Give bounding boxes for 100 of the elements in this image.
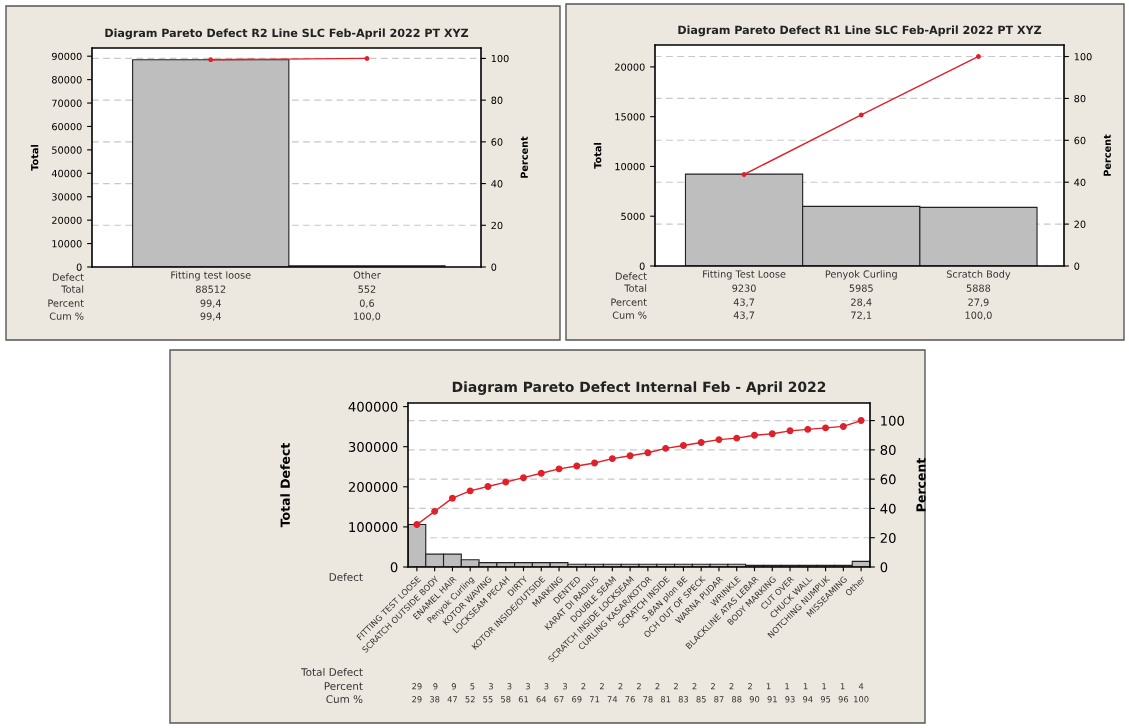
y2-tick-label: 0 bbox=[491, 263, 497, 271]
text: 2 bbox=[692, 683, 697, 690]
y2-axis-title: Percent bbox=[1103, 134, 1111, 176]
text: 1 bbox=[840, 683, 845, 690]
text: 2 bbox=[655, 683, 660, 690]
text: 2 bbox=[599, 683, 604, 690]
y2-tick-label: 100 bbox=[491, 54, 509, 63]
y2-tick-label: 80 bbox=[1074, 94, 1086, 103]
y2-tick-label: 40 bbox=[491, 180, 503, 188]
data-label: 67 bbox=[554, 696, 564, 703]
text: Total bbox=[61, 285, 84, 293]
data-label: 47 bbox=[447, 696, 458, 703]
text: 28,4 bbox=[851, 298, 872, 307]
y-axis-title: Total bbox=[593, 143, 602, 169]
text: 2 bbox=[673, 683, 678, 690]
y-tick-label: 40000 bbox=[51, 169, 82, 178]
y2-tick-label: 40 bbox=[880, 503, 896, 514]
y2-tick-label: 60 bbox=[880, 474, 896, 485]
y2-tick-label: 0 bbox=[1074, 262, 1080, 270]
y2-tick-label: 40 bbox=[1074, 178, 1086, 187]
data-label: 94 bbox=[803, 696, 813, 703]
y-tick-label: 10000 bbox=[615, 162, 645, 171]
y-tick-label: 90000 bbox=[51, 52, 82, 61]
data-label: 87 bbox=[714, 696, 724, 703]
x-tick-label: Scratch Body bbox=[946, 270, 1011, 280]
data-label: 55 bbox=[483, 696, 493, 703]
text: 3 bbox=[544, 683, 549, 690]
y2-axis-title: Percent bbox=[520, 136, 528, 178]
data-label: 78 bbox=[643, 696, 653, 703]
y2-tick-label: 100 bbox=[1074, 53, 1092, 61]
data-label: 58 bbox=[501, 696, 511, 703]
y-axis-title: Total Defect bbox=[280, 442, 290, 528]
text: 2 bbox=[636, 683, 641, 690]
y2-tick-label: 20 bbox=[1074, 220, 1086, 228]
x-tick-label: Fitting test loose bbox=[171, 271, 251, 281]
x-axis-title: Defect bbox=[615, 272, 647, 280]
data-label: 5985 bbox=[849, 284, 873, 292]
text: Cum % bbox=[49, 312, 84, 320]
data-label: 64 bbox=[536, 696, 547, 703]
data-label: 5888 bbox=[966, 284, 991, 292]
y2-tick-label: 60 bbox=[491, 138, 503, 146]
text: 5 bbox=[470, 683, 475, 690]
text: 2 bbox=[618, 683, 623, 690]
y-tick-label: 20000 bbox=[615, 63, 645, 71]
x-tick-label: Fitting Test Loose bbox=[703, 270, 786, 280]
data-label: 96 bbox=[838, 696, 849, 703]
y-tick-label: 0 bbox=[390, 562, 398, 573]
data-label: 99,4 bbox=[200, 312, 222, 321]
y-tick-label: 15000 bbox=[615, 113, 645, 121]
text: Total bbox=[624, 284, 647, 292]
y-tick-label: 70000 bbox=[52, 99, 82, 107]
y2-tick-label: 20 bbox=[880, 532, 896, 543]
data-label: 100,0 bbox=[965, 311, 992, 320]
data-label: 91 bbox=[767, 696, 777, 703]
x-axis-title: Defect bbox=[329, 572, 363, 582]
text: Percent bbox=[611, 298, 647, 306]
text: Total Defect bbox=[301, 667, 363, 677]
chart-title: Diagram Pareto Defect R2 Line SLC Feb-April 2022 PT XYZ bbox=[105, 28, 469, 40]
y-tick-label: 50000 bbox=[52, 146, 82, 154]
y-tick-label: 200000 bbox=[348, 482, 398, 492]
text: 1 bbox=[766, 683, 771, 690]
data-label: 43,7 bbox=[733, 311, 755, 320]
y-tick-label: 0 bbox=[639, 262, 645, 270]
y-tick-label: 30000 bbox=[52, 193, 82, 201]
data-label: 76 bbox=[625, 696, 635, 703]
text: 43,7 bbox=[733, 298, 755, 307]
text: 1 bbox=[803, 683, 808, 690]
y-tick-label: 10000 bbox=[52, 240, 82, 248]
text: Cum % bbox=[326, 695, 363, 704]
text: 4 bbox=[858, 683, 864, 690]
data-label: 52 bbox=[465, 696, 475, 703]
data-label: 100 bbox=[854, 696, 869, 703]
text: Percent bbox=[48, 299, 84, 307]
data-label: 72,1 bbox=[851, 311, 872, 320]
data-label: 95 bbox=[820, 696, 831, 703]
y-tick-label: 80000 bbox=[52, 76, 82, 84]
data-label: 81 bbox=[660, 696, 671, 703]
text: 29 bbox=[412, 683, 422, 690]
y2-tick-label: 80 bbox=[880, 445, 896, 456]
chart-title: Diagram Pareto Defect R1 Line SLC Feb-April 2022 PT XYZ bbox=[678, 25, 1042, 37]
y-tick-label: 400000 bbox=[348, 401, 398, 412]
data-label: 552 bbox=[358, 285, 376, 293]
text: 27,9 bbox=[968, 298, 989, 307]
x-tick-label: Penyok Curling bbox=[825, 270, 897, 280]
y-tick-label: 300000 bbox=[348, 441, 398, 452]
data-label: 69 bbox=[572, 696, 582, 703]
data-label: 71 bbox=[589, 696, 600, 703]
text: 3 bbox=[562, 683, 567, 690]
x-axis-title: Defect bbox=[52, 273, 84, 281]
text: 2 bbox=[581, 683, 586, 690]
text: 9 bbox=[451, 683, 456, 690]
y2-tick-label: 60 bbox=[1074, 136, 1086, 145]
data-label: 88512 bbox=[195, 285, 226, 293]
text: 0,6 bbox=[359, 299, 375, 308]
y-tick-label: 60000 bbox=[52, 122, 82, 131]
text: 2 bbox=[711, 683, 715, 690]
text: Cum % bbox=[612, 311, 647, 319]
text: 99,4 bbox=[200, 299, 222, 308]
x-tick-label: Other bbox=[353, 271, 381, 279]
data-label: 38 bbox=[429, 696, 440, 703]
